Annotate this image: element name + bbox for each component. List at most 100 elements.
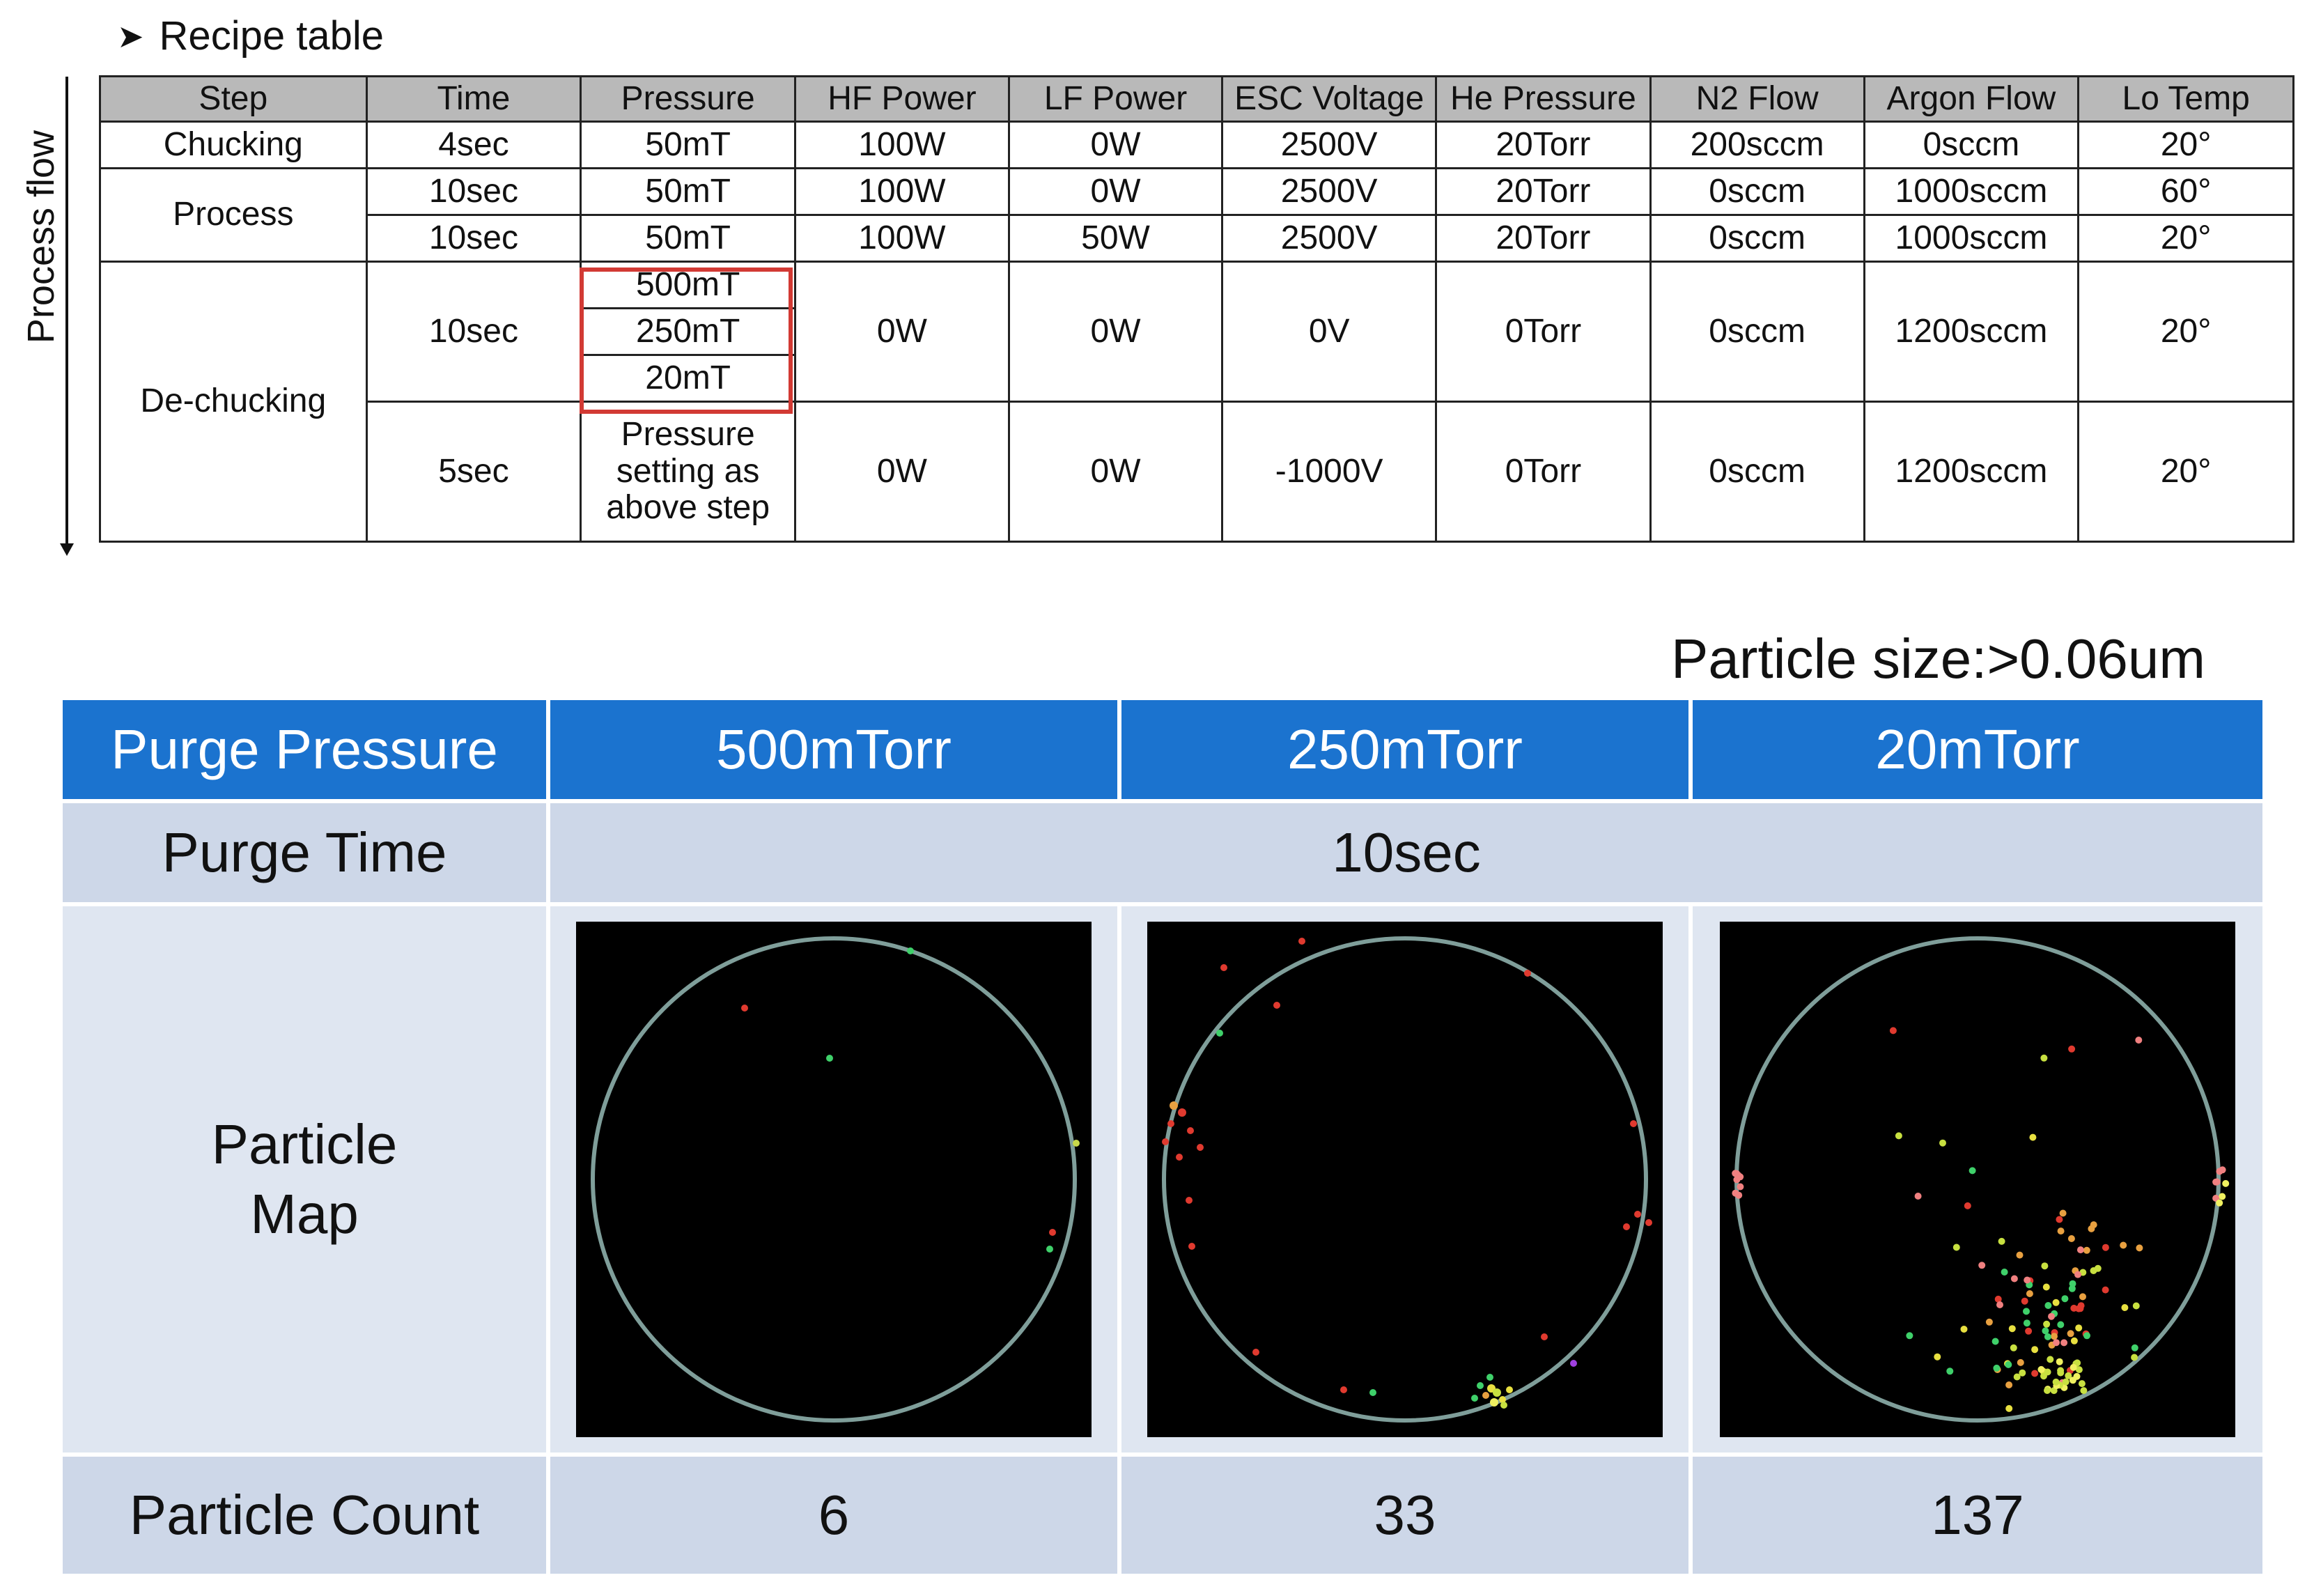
recipe-title: ➤ Recipe table bbox=[117, 13, 384, 59]
table-row-dechucking-1c: 20mT bbox=[100, 354, 2294, 403]
cell-lf-power: 50W bbox=[1007, 214, 1224, 263]
header-step: Step bbox=[99, 75, 368, 123]
particle-dots bbox=[1162, 938, 1652, 1409]
cell-step: Chucking bbox=[99, 121, 368, 169]
particle-map-row: Particle Map bbox=[63, 902, 2262, 1452]
cell-hf-power: 100W bbox=[794, 167, 1010, 216]
particle-size-label: Particle size:>0.06um bbox=[1670, 628, 2205, 690]
cell-time: 4sec bbox=[365, 121, 582, 169]
particle-map-cell-20 bbox=[1693, 906, 2262, 1452]
cell-argon-flow: 1000sccm bbox=[1863, 167, 2080, 216]
table-row-chucking: Chucking 4sec 50mT 100W 0W 2500V 20Torr … bbox=[99, 121, 2294, 169]
particle-map-500 bbox=[576, 922, 1092, 1437]
cell-pressure: 50mT bbox=[580, 121, 797, 169]
cell-pressure-500: 500mT bbox=[580, 261, 797, 309]
header-argon-flow: Argon Flow bbox=[1863, 75, 2080, 123]
cell-he-pressure: 20Torr bbox=[1435, 121, 1652, 169]
purge-pressure-20: 20mTorr bbox=[1875, 718, 2080, 780]
cell-pressure-20: 20mT bbox=[580, 354, 797, 403]
purge-time-value: 10sec bbox=[1332, 821, 1481, 883]
cell-he-pressure: 20Torr bbox=[1435, 214, 1652, 263]
arrow-bullet-icon: ➤ bbox=[117, 17, 144, 54]
table-row-dechucking-1a: De-chucking 10sec 500mT 0W 0W 0V 0Torr 0… bbox=[99, 261, 2294, 543]
cell-hf-power: 100W bbox=[794, 214, 1010, 263]
particle-map-label-line2: Map bbox=[250, 1183, 359, 1245]
purge-pressure-500: 500mTorr bbox=[550, 700, 1121, 799]
cell-pressure: 50mT bbox=[580, 167, 797, 216]
particle-dots bbox=[741, 947, 1080, 1253]
cell-lo-temp: 20° bbox=[2077, 121, 2294, 169]
process-flow-line bbox=[65, 77, 68, 550]
cell-lf-power: 0W bbox=[1007, 261, 1224, 403]
header-lf-power: LF Power bbox=[1007, 75, 1224, 123]
cell-lo-temp: 20° bbox=[2077, 214, 2294, 263]
cell-lf-power: 0W bbox=[1007, 401, 1224, 543]
particle-count-20: 137 bbox=[1931, 1484, 2024, 1546]
cell-he-pressure: 20Torr bbox=[1435, 167, 1652, 216]
cell-esc-voltage: 0V bbox=[1221, 261, 1438, 403]
particle-map-cell-250 bbox=[1121, 906, 1693, 1452]
purge-table: Purge Pressure 500mTorr 250mTorr 20mTorr… bbox=[63, 700, 2262, 1574]
cell-hf-power: 100W bbox=[794, 121, 1010, 169]
cell-pressure: 50mT bbox=[580, 214, 797, 263]
header-pressure: Pressure bbox=[580, 75, 797, 123]
particle-count-250: 33 bbox=[1121, 1457, 1693, 1574]
purge-header-row: Purge Pressure 500mTorr 250mTorr 20mTorr bbox=[63, 700, 2262, 799]
header-he-pressure: He Pressure bbox=[1435, 75, 1652, 123]
process-flow-label: Process flow bbox=[20, 130, 62, 344]
particle-map-label: Particle Map bbox=[63, 906, 550, 1452]
cell-time: 10sec bbox=[365, 214, 582, 263]
particle-count-500: 6 bbox=[550, 1457, 1121, 1574]
cell-time: 5sec bbox=[365, 401, 582, 543]
particle-count-label: Particle Count bbox=[63, 1457, 550, 1574]
cell-n2-flow: 0sccm bbox=[1649, 261, 1865, 403]
cell-argon-flow: 0sccm bbox=[1863, 121, 2080, 169]
recipe-table: Step Time Pressure HF Power LF Power ESC… bbox=[99, 75, 2294, 543]
cell-argon-flow: 1000sccm bbox=[1863, 214, 2080, 263]
cell-step: Process bbox=[99, 167, 368, 263]
purge-time-label: Purge Time bbox=[63, 803, 550, 902]
cell-esc-voltage: 2500V bbox=[1221, 167, 1438, 216]
cell-lo-temp: 20° bbox=[2077, 261, 2294, 403]
cell-n2-flow: 200sccm bbox=[1649, 121, 1865, 169]
header-esc-voltage: ESC Voltage bbox=[1221, 75, 1438, 123]
particle-map-cell-500 bbox=[550, 906, 1121, 1452]
cell-step: De-chucking bbox=[99, 261, 368, 543]
cell-pressure-250: 250mT bbox=[580, 307, 797, 356]
table-row-process-1: Process 10sec 50mT 100W 0W 2500V 20Torr … bbox=[99, 167, 2294, 263]
cell-pressure-note: Pressure setting as above step bbox=[580, 401, 797, 543]
cell-he-pressure: 0Torr bbox=[1435, 261, 1652, 403]
cell-argon-flow: 1200sccm bbox=[1863, 261, 2080, 403]
cell-lo-temp: 60° bbox=[2077, 167, 2294, 216]
cell-n2-flow: 0sccm bbox=[1649, 214, 1865, 263]
cell-hf-power: 0W bbox=[794, 261, 1010, 403]
cell-n2-flow: 0sccm bbox=[1649, 401, 1865, 543]
particle-map-20 bbox=[1720, 922, 2235, 1437]
cell-esc-voltage: 2500V bbox=[1221, 214, 1438, 263]
table-row-process-2: 10sec 50mT 100W 50W 2500V 20Torr 0sccm 1… bbox=[100, 214, 2294, 263]
cell-time: 10sec bbox=[365, 261, 582, 403]
cell-lf-power: 0W bbox=[1007, 121, 1224, 169]
particle-map-label-line1: Particle bbox=[211, 1113, 398, 1175]
purge-pressure-label: Purge Pressure bbox=[63, 700, 550, 799]
cell-argon-flow: 1200sccm bbox=[1863, 401, 2080, 543]
cell-lf-power: 0W bbox=[1007, 167, 1224, 216]
particle-count-row: Particle Count 6 33 137 bbox=[63, 1452, 2262, 1574]
cell-esc-voltage: 2500V bbox=[1221, 121, 1438, 169]
cell-esc-voltage: -1000V bbox=[1221, 401, 1438, 543]
cell-hf-power: 0W bbox=[794, 401, 1010, 543]
cell-time: 10sec bbox=[365, 167, 582, 216]
purge-time-row: Purge Time 10sec bbox=[63, 799, 2262, 902]
cell-he-pressure: 0Torr bbox=[1435, 401, 1652, 543]
recipe-header-row: Step Time Pressure HF Power LF Power ESC… bbox=[99, 75, 2294, 123]
cell-lo-temp: 20° bbox=[2077, 401, 2294, 543]
table-row-dechucking-1b: 250mT bbox=[100, 307, 2294, 356]
particle-dots bbox=[1732, 1027, 2230, 1412]
recipe-title-text: Recipe table bbox=[159, 13, 384, 59]
header-hf-power: HF Power bbox=[794, 75, 1010, 123]
table-row-dechucking-2: 5sec Pressure setting as above step 0W 0… bbox=[100, 401, 2294, 543]
header-time: Time bbox=[365, 75, 582, 123]
header-lo-temp: Lo Temp bbox=[2077, 75, 2294, 123]
purge-pressure-250: 250mTorr bbox=[1121, 700, 1693, 799]
cell-n2-flow: 0sccm bbox=[1649, 167, 1865, 216]
